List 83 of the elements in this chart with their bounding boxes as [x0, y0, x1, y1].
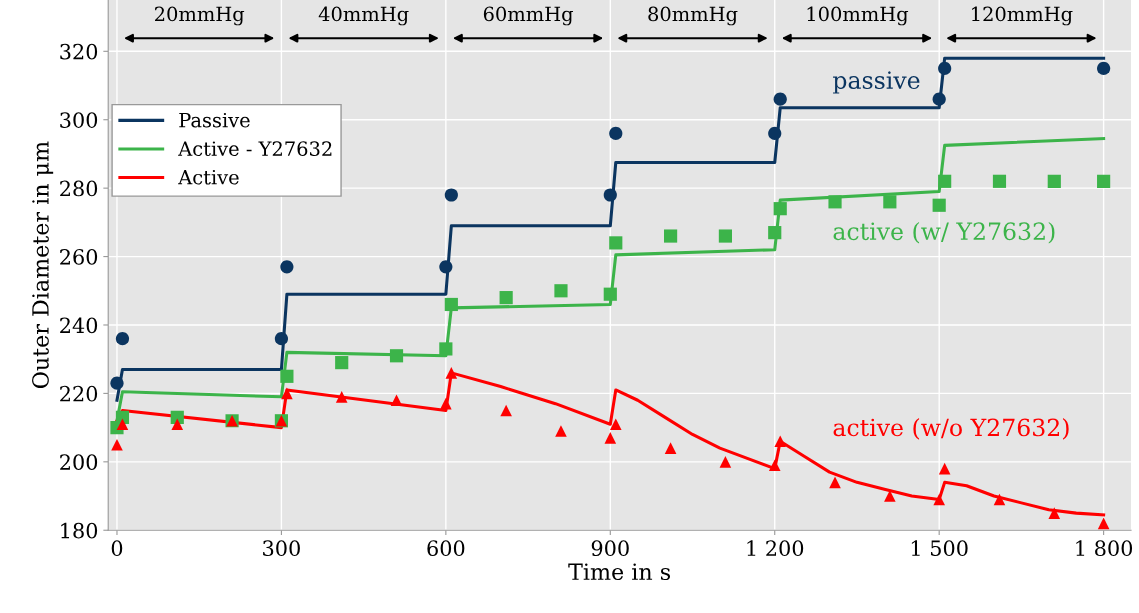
legend-label: Active - Y27632	[178, 141, 332, 157]
point	[499, 291, 513, 305]
annotation: 60mmHg	[483, 6, 574, 26]
annotation: 80mmHg	[648, 6, 738, 26]
x-axis-title: Time in s	[568, 563, 671, 581]
x-tick-label: 600	[427, 540, 465, 557]
x-tick-label: 0	[111, 540, 123, 557]
point	[774, 435, 787, 448]
point	[719, 456, 732, 468]
point	[335, 391, 348, 403]
point	[664, 229, 678, 243]
point	[171, 418, 184, 431]
point	[444, 188, 458, 202]
point	[768, 126, 782, 140]
point	[883, 195, 897, 209]
point	[603, 188, 617, 202]
x-tick-label: 1 800	[1076, 540, 1133, 557]
x-tick-label: 900	[591, 540, 629, 557]
point	[938, 174, 952, 188]
annotation: passive	[833, 71, 920, 94]
point	[500, 404, 512, 417]
point	[992, 174, 1007, 188]
point	[938, 61, 952, 76]
point	[993, 493, 1006, 506]
annotation: active (w/ Y27632)	[833, 221, 1055, 244]
x-tick-label: 1 500	[911, 540, 968, 557]
legend-label: Active	[178, 169, 239, 185]
point	[390, 394, 403, 407]
y-tick-label: 240	[60, 317, 98, 334]
point	[280, 260, 294, 274]
point	[555, 425, 567, 437]
annotation: active (w/o Y27632)	[833, 418, 1069, 440]
point	[718, 229, 732, 243]
point	[111, 438, 123, 451]
point	[664, 442, 677, 454]
point	[439, 260, 453, 274]
point	[932, 92, 946, 106]
point	[829, 476, 841, 489]
point	[773, 202, 787, 216]
point	[828, 195, 842, 209]
point	[110, 376, 124, 390]
point	[609, 236, 623, 250]
point	[773, 92, 787, 106]
point	[554, 284, 568, 298]
y-tick-label: 320	[60, 43, 98, 60]
point	[281, 387, 293, 400]
point	[444, 297, 458, 312]
point	[1047, 174, 1061, 188]
annotation: 40mmHg	[318, 6, 409, 26]
y-tick-label: 180	[61, 522, 98, 539]
point	[932, 198, 946, 212]
legend-label: Passive	[179, 112, 250, 128]
point	[609, 418, 622, 431]
x-tick-label: 1 200	[747, 540, 804, 557]
point	[1048, 507, 1061, 519]
y-axis-title: Outer Diameter in μm	[32, 141, 54, 389]
y-tick-label: 220	[60, 385, 98, 402]
point	[768, 226, 782, 240]
y-tick-label: 300	[60, 112, 98, 128]
point	[335, 356, 349, 370]
y-tick-label: 280	[60, 180, 98, 197]
point	[389, 349, 404, 363]
point	[603, 287, 617, 301]
point	[274, 332, 288, 346]
point	[280, 369, 294, 383]
y-tick-label: 200	[60, 454, 98, 471]
point	[609, 126, 623, 140]
annotation: 120mmHg	[972, 6, 1073, 26]
point	[116, 418, 129, 431]
point	[933, 493, 945, 506]
point	[445, 367, 458, 379]
point	[1097, 517, 1110, 530]
point	[1097, 174, 1111, 188]
point	[938, 462, 951, 475]
point	[1097, 61, 1111, 76]
annotation: 20mmHg	[155, 6, 245, 26]
point	[439, 342, 453, 356]
y-tick-label: 260	[60, 249, 98, 265]
point	[115, 332, 130, 346]
point	[768, 459, 781, 472]
x-tick-label: 300	[263, 540, 300, 557]
annotation: 100mmHg	[807, 6, 909, 26]
point	[604, 432, 617, 444]
